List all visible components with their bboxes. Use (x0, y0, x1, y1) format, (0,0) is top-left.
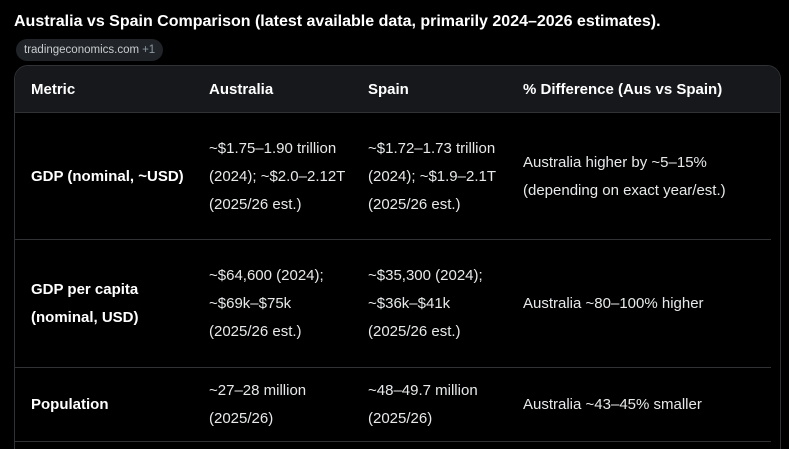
table-row: Population ~27–28 million (2025/26) ~48–… (15, 368, 780, 442)
row-divider (15, 441, 771, 442)
table-row: GDP (nominal, ~USD) ~$1.75–1.90 trillion… (15, 113, 780, 240)
cell-australia: ~$64,600 (2024); ~$69k–$75k (2025/26 est… (209, 267, 324, 340)
cell-metric: Population (31, 396, 109, 413)
comparison-heading: Australia vs Spain Comparison (latest av… (14, 13, 661, 30)
header-metric: Metric (31, 81, 76, 98)
cell-spain: ~48–49.7 million (2025/26) (368, 382, 478, 427)
cell-spain: ~$35,300 (2024); ~$36k–$41k (2025/26 est… (368, 267, 483, 340)
cell-difference: Australia ~80–100% higher (523, 295, 704, 312)
header-difference: % Difference (Aus vs Spain) (523, 81, 723, 98)
source-chip-label: tradingeconomics.com (24, 44, 140, 56)
cell-metric: GDP per capita (nominal, USD) (31, 281, 139, 326)
source-chip-more-count: +1 (142, 44, 156, 56)
header-spain: Spain (368, 81, 409, 98)
cell-australia: ~27–28 million (2025/26) (209, 382, 307, 427)
cell-spain: ~$1.72–1.73 trillion (2024); ~$1.9–2.1T … (368, 139, 496, 213)
row-divider (15, 367, 771, 368)
cell-metric: GDP (nominal, ~USD) (31, 167, 184, 185)
source-citation-chip[interactable]: tradingeconomics.com +1 (16, 39, 164, 61)
comparison-table: Metric Australia Spain % Difference (Aus… (14, 65, 781, 449)
cell-difference: Australia ~43–45% smaller (523, 396, 702, 413)
table-header-row: Metric Australia Spain % Difference (Aus… (15, 66, 780, 113)
cell-australia: ~$1.75–1.90 trillion (2024); ~$2.0–2.12T… (209, 139, 346, 213)
row-divider (15, 239, 771, 240)
table-row: GDP per capita (nominal, USD) ~$64,600 (… (15, 240, 780, 368)
header-australia: Australia (209, 81, 274, 98)
cell-difference: Australia higher by ~5–15% (depending on… (523, 153, 726, 199)
